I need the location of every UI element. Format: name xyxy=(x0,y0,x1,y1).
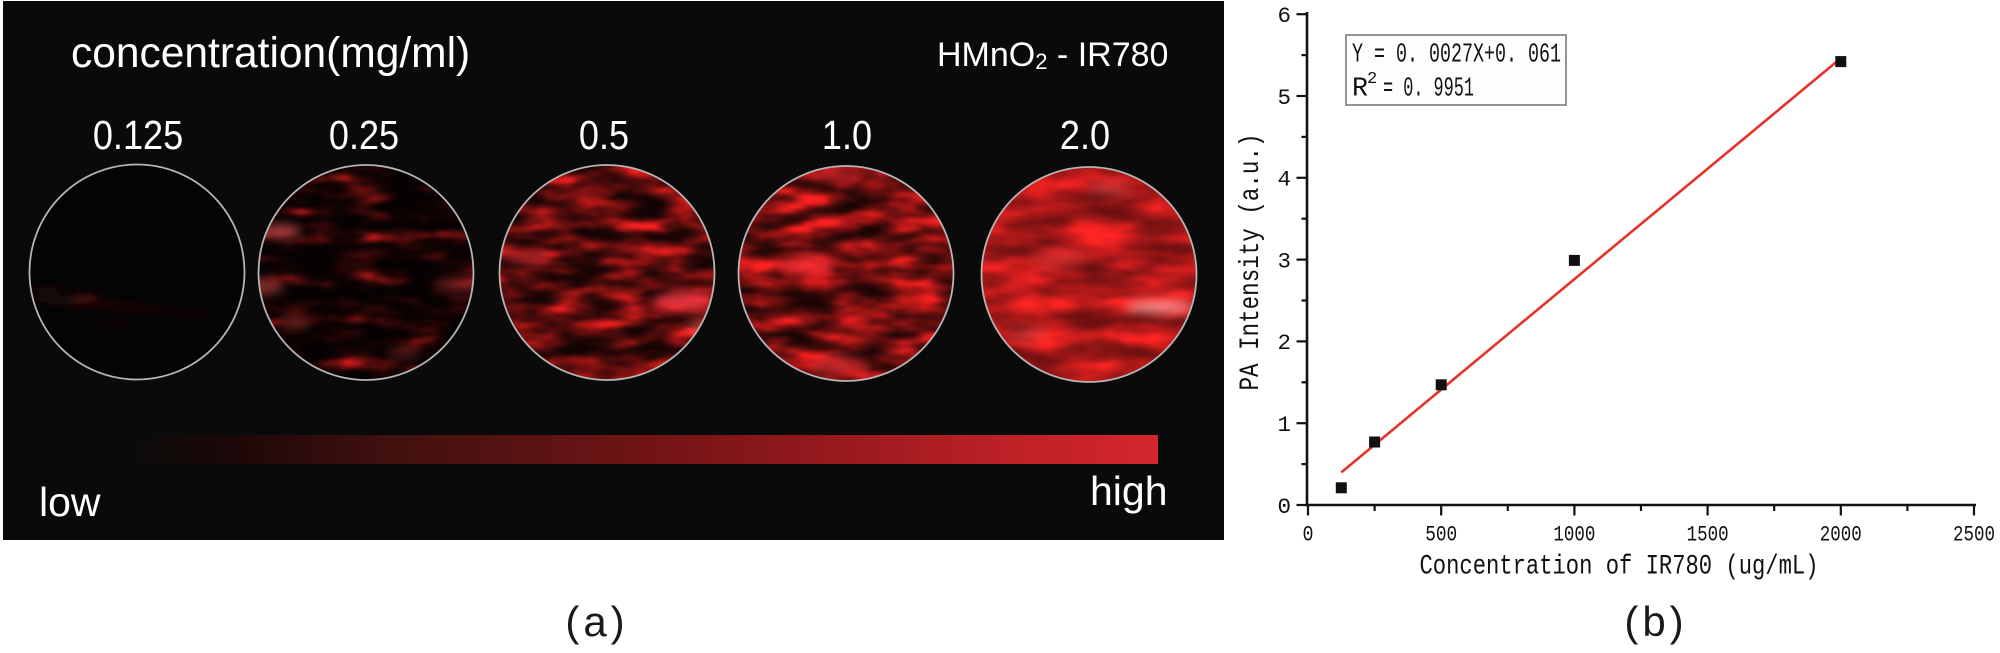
svg-text:2: 2 xyxy=(1277,330,1291,356)
svg-text:Y = 0. 0027X+0. 061: Y = 0. 0027X+0. 061 xyxy=(1352,41,1561,71)
svg-text:PA Intensity (a.u.): PA Intensity (a.u.) xyxy=(1236,134,1267,391)
svg-text:0: 0 xyxy=(1303,522,1314,548)
svg-text:1500: 1500 xyxy=(1687,522,1729,548)
svg-text:R: R xyxy=(1352,75,1368,105)
svg-text:0: 0 xyxy=(1277,494,1291,520)
svg-text:Concentration of IR780 (ug/mL): Concentration of IR780 (ug/mL) xyxy=(1420,552,1819,583)
svg-text:2000: 2000 xyxy=(1820,522,1862,548)
svg-text:3: 3 xyxy=(1277,248,1291,274)
svg-text:2: 2 xyxy=(1367,70,1377,89)
svg-text:5: 5 xyxy=(1277,85,1291,111)
svg-text:6: 6 xyxy=(1277,3,1291,29)
svg-text:1000: 1000 xyxy=(1553,522,1595,548)
svg-text:2500: 2500 xyxy=(1953,522,1995,548)
svg-text:4: 4 xyxy=(1277,167,1291,193)
svg-text:500: 500 xyxy=(1425,522,1457,548)
svg-text:= 0. 9951: = 0. 9951 xyxy=(1383,75,1474,105)
svg-text:1: 1 xyxy=(1277,412,1291,438)
